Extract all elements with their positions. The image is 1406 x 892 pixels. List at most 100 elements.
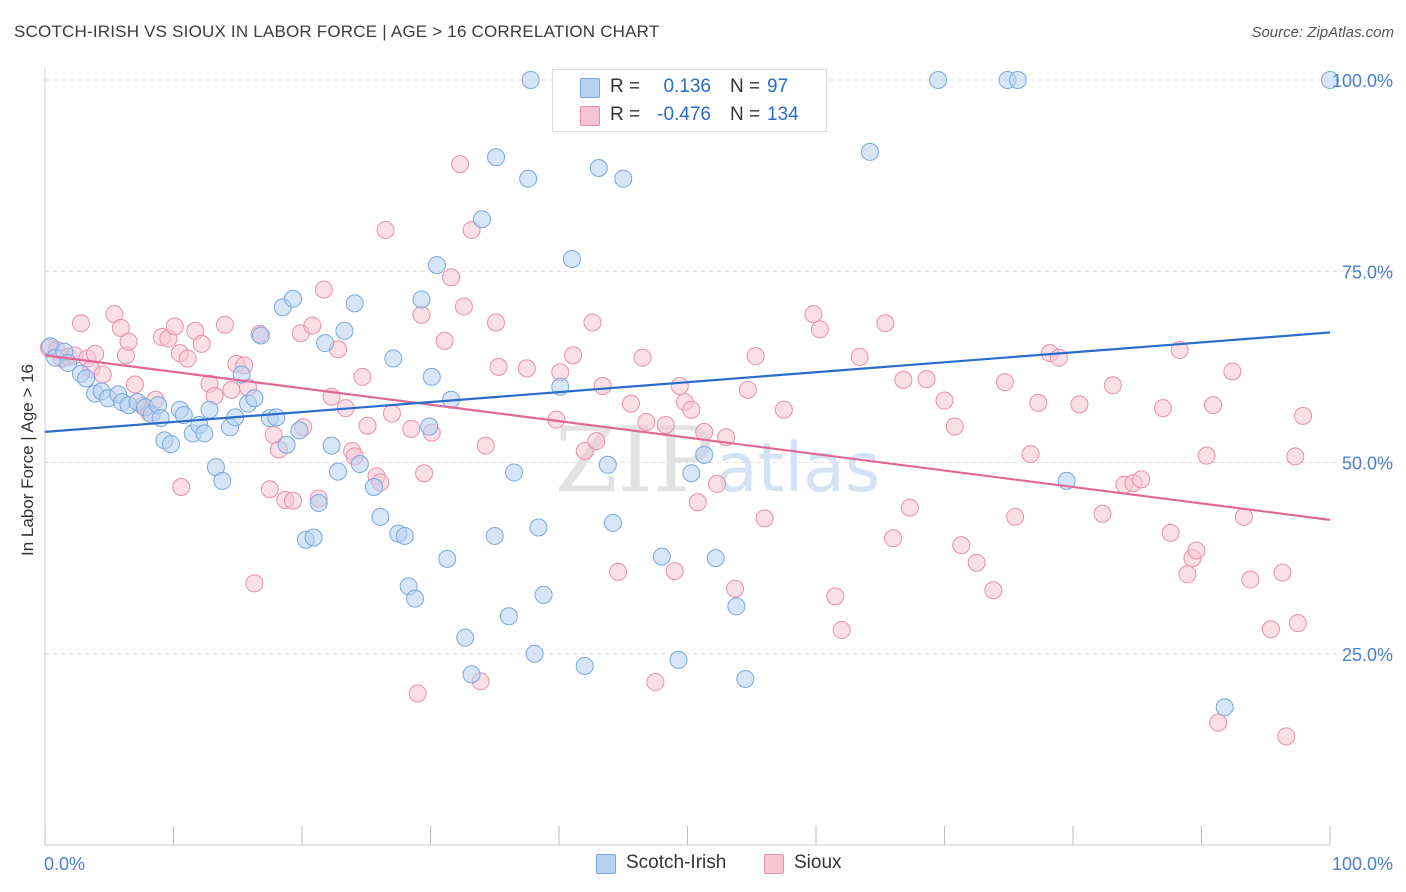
- sioux-trend-line: [44, 354, 1331, 521]
- sioux-point: [850, 347, 869, 366]
- y-tick-label: 25.0%: [1342, 645, 1393, 665]
- sioux-point: [587, 432, 606, 451]
- legend-r-value: 0.136: [663, 76, 711, 97]
- source-label: Source: ZipAtlas.com: [1251, 24, 1394, 41]
- sioux-point: [804, 305, 823, 324]
- legend-swatch-pink: [580, 106, 600, 126]
- sioux-point: [382, 404, 401, 423]
- y-tick-label: 50.0%: [1342, 454, 1393, 474]
- sioux-point: [1204, 396, 1223, 415]
- sioux-point: [1294, 406, 1313, 425]
- sioux-point: [688, 493, 707, 512]
- sioux-point: [517, 359, 536, 378]
- sioux-point: [476, 436, 495, 455]
- trend-lines: [44, 331, 1331, 521]
- scotch-irish-point: [245, 389, 264, 408]
- sioux-point: [995, 373, 1014, 392]
- scotch-irish-point: [499, 607, 518, 626]
- scotch-irish-point: [472, 210, 491, 229]
- legend-row-scotch-irish: R = 0.136 N = 97: [553, 73, 826, 101]
- y-axis-label: In Labor Force | Age > 16: [18, 363, 37, 557]
- sioux-point: [682, 400, 701, 419]
- axes: [44, 68, 1331, 846]
- scotch-irish-point: [174, 406, 193, 425]
- sioux-point: [575, 442, 594, 461]
- scotch-irish-point: [589, 158, 608, 177]
- sioux-point: [192, 334, 211, 353]
- scotch-irish-point: [598, 455, 617, 474]
- sioux-point: [245, 574, 264, 593]
- chart-title: SCOTCH-IRISH VS SIOUX IN LABOR FORCE | A…: [14, 22, 660, 41]
- sioux-point: [633, 348, 652, 367]
- sioux-point: [412, 305, 431, 324]
- sioux-point: [284, 491, 303, 510]
- sioux-point: [402, 419, 421, 438]
- scotch-irish-point: [322, 436, 341, 455]
- scotch-irish-point: [427, 256, 446, 275]
- scotch-irish-point: [371, 507, 390, 526]
- sioux-point: [746, 347, 765, 366]
- sioux-point: [1132, 470, 1151, 489]
- scotch-irish-point: [1321, 71, 1339, 89]
- sioux-point: [826, 587, 845, 606]
- sioux-point: [646, 673, 665, 692]
- sioux-point: [1161, 523, 1180, 542]
- sioux-point: [755, 509, 774, 528]
- sioux-point: [1006, 507, 1025, 526]
- scotch-irish-point: [695, 445, 714, 464]
- sioux-point: [900, 498, 919, 517]
- sioux-point: [1277, 727, 1296, 746]
- legend-r-label: R =: [610, 104, 641, 125]
- sioux-point: [1049, 348, 1068, 367]
- scotch-irish-point: [929, 71, 948, 89]
- scotch-irish-point: [485, 526, 504, 545]
- sioux-point: [593, 377, 612, 395]
- scotch-irish-point: [487, 148, 506, 167]
- sioux-point: [86, 344, 105, 363]
- scotch-irish-point: [395, 526, 414, 545]
- legend-n-label: N =: [730, 76, 761, 97]
- scotch-irish-point: [614, 169, 633, 188]
- scotch-irish-point: [562, 250, 581, 269]
- sioux-point: [609, 562, 628, 581]
- sioux-point: [1093, 504, 1112, 523]
- sioux-point: [1170, 341, 1189, 360]
- scotch-irish-point: [284, 289, 303, 308]
- sioux-point: [222, 380, 241, 399]
- scotch-irish-point: [384, 349, 403, 368]
- sioux-point: [454, 297, 473, 316]
- sioux-point: [1241, 570, 1260, 589]
- scotch-irish-point: [860, 142, 879, 161]
- scotch-irish-point: [682, 464, 701, 483]
- scotch-irish-points: [41, 71, 1339, 717]
- bottom-legend-label: Sioux: [794, 852, 842, 873]
- sioux-point: [1153, 399, 1172, 418]
- legend-swatch-blue: [580, 78, 600, 98]
- scotch-irish-point: [422, 367, 441, 386]
- sioux-point: [1261, 620, 1280, 639]
- sioux-point: [670, 377, 689, 395]
- scotch-irish-point: [438, 549, 457, 568]
- sioux-point: [738, 380, 757, 399]
- legend-n-value: 97: [767, 76, 789, 97]
- sioux-point: [314, 280, 333, 299]
- scotch-irish-point: [519, 169, 538, 188]
- scotch-irish-point: [161, 435, 180, 454]
- y-tick-label: 75.0%: [1342, 262, 1393, 282]
- sioux-point: [71, 314, 90, 333]
- sioux-point: [442, 268, 461, 287]
- scotch-irish-point: [195, 424, 214, 443]
- scotch-irish-point: [727, 597, 746, 616]
- sioux-point: [93, 365, 112, 384]
- sioux-point: [1197, 446, 1216, 465]
- scotch-irish-point: [1215, 698, 1234, 717]
- scotch-irish-point: [736, 669, 755, 688]
- sioux-point: [487, 313, 506, 332]
- sioux-point: [376, 220, 395, 239]
- scotch-irish-point: [412, 290, 431, 309]
- sioux-point: [172, 477, 191, 496]
- legend-n-label: N =: [730, 104, 761, 125]
- bottom-legend-swatch-blue: [596, 854, 616, 874]
- sioux-point: [408, 684, 427, 703]
- bottom-legend-swatch-pink: [764, 854, 784, 874]
